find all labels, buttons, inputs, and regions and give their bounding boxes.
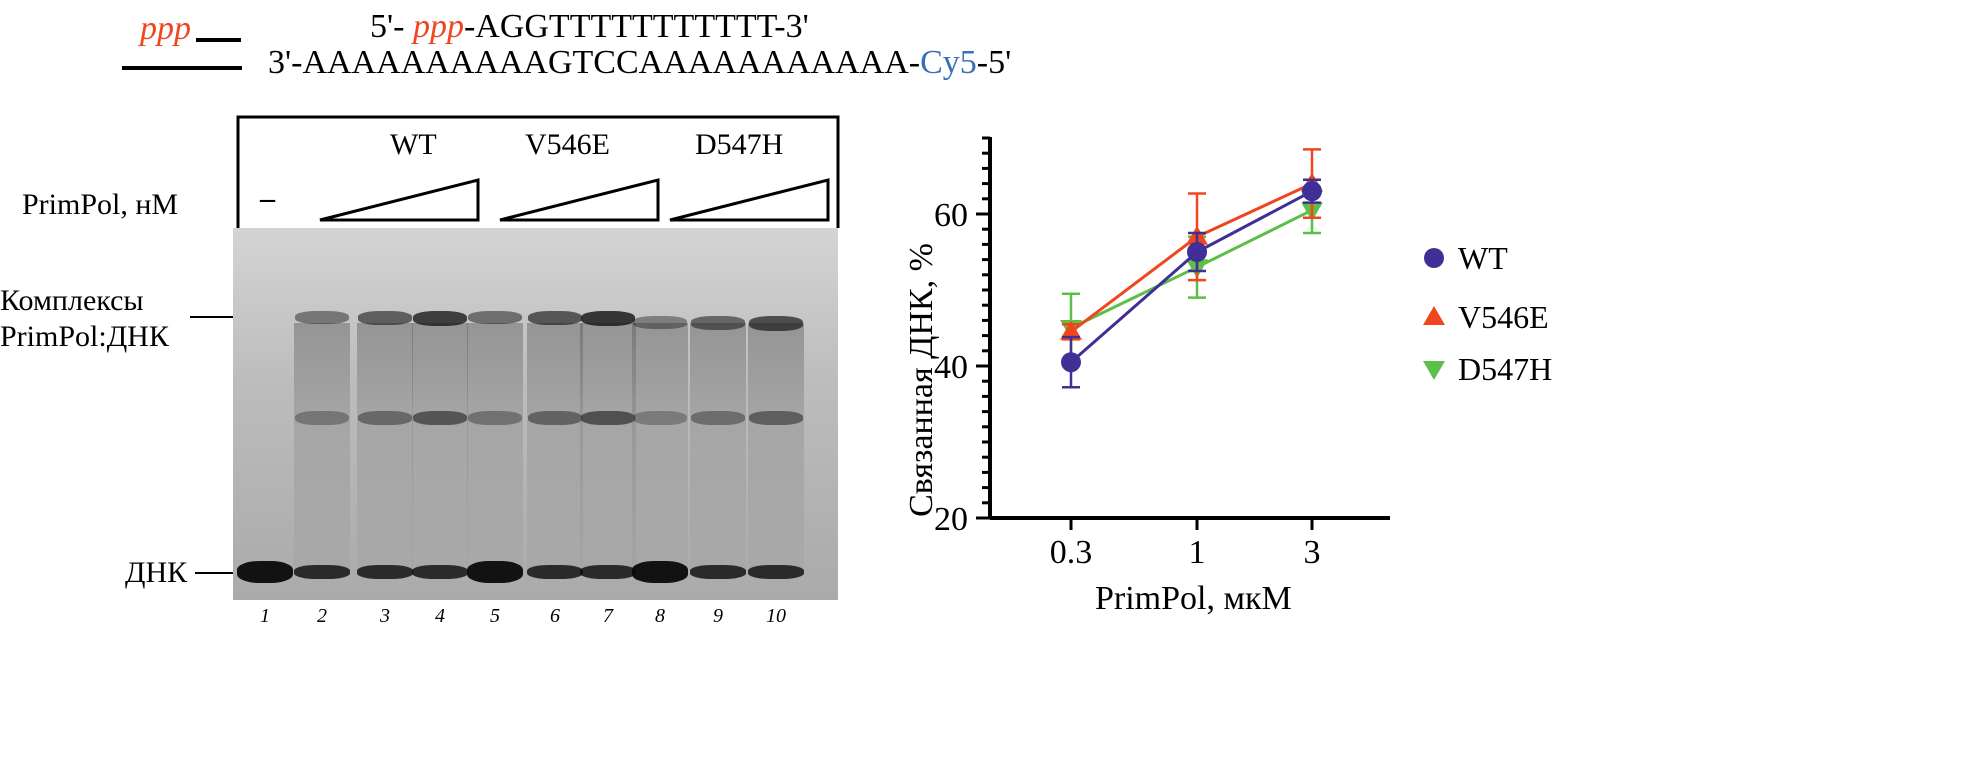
group-v546e: V546E — [525, 128, 610, 161]
lane-smear — [690, 323, 746, 573]
lane-smear — [580, 323, 636, 573]
lane-smear — [527, 323, 583, 573]
lane-smear — [632, 323, 688, 573]
complex-label-1: Комплексы — [0, 284, 144, 317]
legend-marker — [1423, 361, 1445, 380]
free-dna-band — [690, 565, 746, 579]
upper-band — [295, 411, 349, 425]
upper-band — [468, 411, 522, 425]
upper-band — [749, 411, 803, 425]
group-wt: WT — [390, 128, 437, 161]
complex-band — [528, 311, 582, 326]
complex-label-2: PrimPol:ДНК — [0, 320, 169, 353]
legend-label: WT — [1458, 240, 1508, 276]
lane-number: 7 — [603, 605, 613, 627]
group-d547h: D547H — [695, 128, 784, 161]
legend-marker — [1424, 248, 1444, 268]
bottom-sequence: 3'-AAAAAAAAAAGTCCAAAAAAAAAAA-Cy5-5' — [268, 44, 1012, 81]
complex-band — [633, 316, 687, 329]
upper-band — [358, 411, 412, 425]
data-point — [1060, 320, 1082, 340]
free-dna-band — [467, 561, 523, 583]
lane-number: 1 — [260, 605, 270, 627]
free-dna-band — [412, 565, 468, 579]
strand-long — [122, 66, 242, 70]
control-dash: – — [260, 182, 275, 215]
legend-marker — [1423, 306, 1445, 325]
upper-band — [528, 411, 582, 425]
primpol-row-label: PrimPol, нМ — [22, 188, 179, 221]
series-line-d547h — [1070, 208, 1313, 330]
data-point — [1187, 242, 1208, 262]
lane-number: 6 — [550, 605, 560, 627]
complex-band — [749, 316, 803, 331]
y-tick-label: 20 — [934, 501, 968, 538]
free-dna-band — [748, 565, 804, 579]
lane-number: 8 — [655, 605, 665, 627]
dna-label: ДНК — [125, 556, 188, 589]
x-axis-label: PrimPol, мкМ — [1095, 580, 1292, 617]
y-axis-label: Связанная ДНК, % — [903, 243, 940, 517]
upper-band — [581, 411, 635, 425]
complex-band — [413, 311, 467, 327]
upper-band — [633, 411, 687, 425]
complex-band — [358, 311, 412, 325]
lane-number: 2 — [317, 605, 327, 627]
lane-smear — [467, 323, 523, 573]
y-tick-label: 40 — [934, 349, 968, 386]
legend-label: V546E — [1458, 299, 1549, 335]
free-dna-band — [294, 565, 350, 579]
lane-smear — [748, 323, 804, 573]
free-dna-band — [527, 565, 583, 579]
x-tick-label: 0.3 — [1050, 534, 1093, 571]
lane-number: 5 — [490, 605, 500, 627]
data-point — [1302, 181, 1322, 202]
complex-band — [468, 311, 522, 325]
legend-label: D547H — [1458, 351, 1552, 387]
x-tick-label: 1 — [1189, 534, 1206, 571]
lane-number: 3 — [380, 605, 390, 627]
gel-image — [233, 228, 838, 600]
ppp-label: ppp — [140, 10, 191, 47]
y-tick-label: 60 — [934, 197, 968, 234]
complex-band — [691, 316, 745, 330]
free-dna-band — [632, 561, 688, 583]
free-dna-band — [580, 565, 636, 579]
lane-number: 9 — [713, 605, 723, 627]
lane-smear — [412, 323, 468, 573]
free-dna-band — [237, 561, 293, 583]
free-dna-band — [357, 565, 413, 579]
complex-band — [581, 311, 635, 327]
upper-band — [413, 411, 467, 425]
data-point — [1061, 352, 1081, 373]
lane-smear — [357, 323, 413, 573]
lane-number: 4 — [435, 605, 445, 627]
top-sequence: 5'- ppp-AGGTTTTTTTTTTT-3' — [370, 8, 809, 45]
lane-number: 10 — [766, 605, 786, 627]
x-tick-label: 3 — [1304, 534, 1321, 571]
lane-smear — [294, 323, 350, 573]
strand-short — [196, 38, 241, 42]
complex-band — [295, 311, 349, 324]
series-line-wt — [1070, 189, 1313, 364]
upper-band — [691, 411, 745, 425]
